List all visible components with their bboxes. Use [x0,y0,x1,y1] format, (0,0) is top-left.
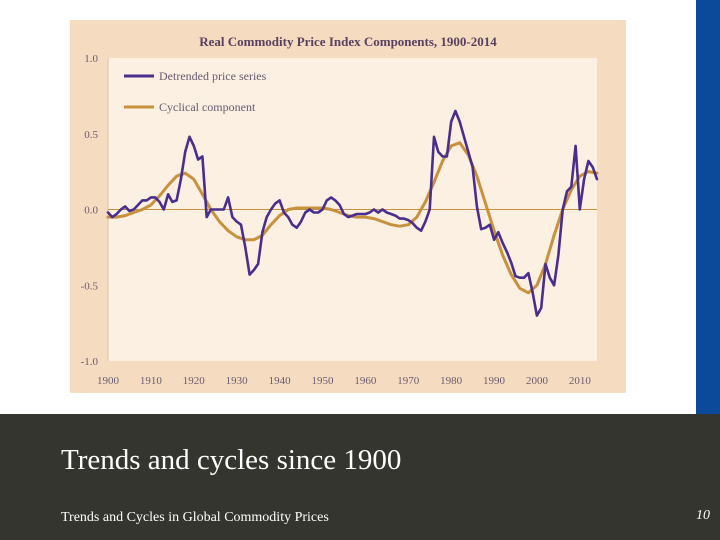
chart-panel: 1.0 0.5 0.0 -0.5 -1.0 1900 1910 1920 1930 1940 195… [70,20,626,393]
accent-sidebar [696,0,720,414]
x-tick-label: 1960 [354,375,377,387]
x-tick-label: 1910 [140,375,163,387]
y-tick-label: 0.0 [84,205,98,217]
slide-subtitle: Trends and Cycles in Global Commodity Pr… [61,510,329,525]
x-tick-label: 1900 [97,375,120,387]
chart-legend: Detrended price series Cyclical component [124,69,267,114]
x-tick-label: 2000 [526,375,549,387]
x-tick-label: 1950 [311,375,334,387]
y-tick-label: -1.0 [81,356,99,368]
y-tick-label: -0.5 [81,280,99,292]
line-chart: 1.0 0.5 0.0 -0.5 -1.0 1900 1910 1920 1930 1940 195… [81,34,599,387]
series-line-detrended [106,109,599,317]
y-tick-label: 0.5 [84,129,98,141]
slide-footer [0,414,720,540]
x-tick-label: 1940 [269,375,292,387]
x-tick-label: 2010 [569,375,592,387]
slide-title: Trends and cycles since 1900 [61,444,402,476]
x-tick-label: 1980 [440,375,463,387]
chart-title: Real Commodity Price Index Components, 1… [199,34,497,49]
plot-area: 1.0 0.5 0.0 -0.5 -1.0 1900 1910 1920 1930 1940 195… [81,53,599,387]
x-tick-label: 1970 [397,375,420,387]
y-tick-label: 1.0 [84,53,98,65]
x-tick-label: 1920 [183,375,206,387]
x-tick-label: 1990 [483,375,506,387]
page-number: 10 [696,508,710,523]
legend-label: Detrended price series [159,69,267,83]
x-tick-label: 1930 [226,375,249,387]
legend-label: Cyclical component [159,100,256,114]
